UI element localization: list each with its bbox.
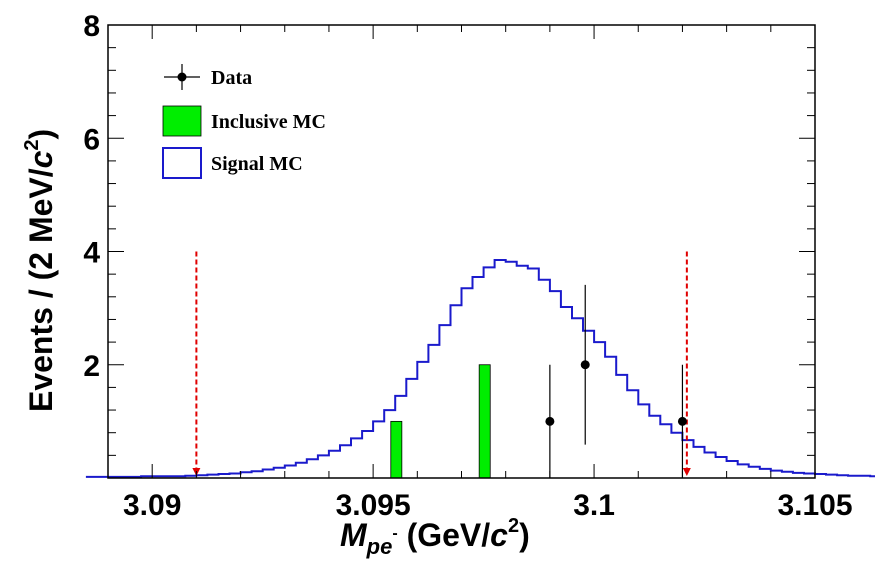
x-tick-label: 3.105	[777, 489, 852, 522]
x-tick-label: 3.09	[123, 489, 181, 522]
legend-signal-swatch	[162, 147, 202, 179]
y-axis-title-exponent: 2	[21, 139, 43, 150]
y-tick-label: 4	[83, 237, 100, 270]
y-tick-label: 2	[83, 350, 100, 383]
y-axis-title-text: Events / (2 MeV/	[23, 168, 59, 412]
x-tick-label: 3.1	[573, 489, 615, 522]
data-point-2	[677, 416, 687, 426]
signal-mc-histogram	[85, 259, 875, 478]
axes: 3.09 3.095 3.1 3.105 2 4 6 8	[83, 10, 852, 522]
x-axis-title-close: )	[519, 517, 530, 553]
x-axis-title-c: c	[490, 517, 508, 553]
legend-label-data: Data	[211, 67, 252, 89]
data-point-0	[545, 416, 555, 426]
y-tick-label: 8	[83, 10, 100, 43]
legend-data-marker	[177, 72, 187, 82]
x-axis-title-subscript: pe	[366, 534, 393, 559]
plot-frame	[107, 24, 816, 479]
y-axis-title-close: )	[23, 129, 59, 140]
y-tick-label: 6	[83, 123, 100, 156]
inclusive-mc-bar-1	[478, 364, 491, 479]
inclusive-mc-bar-0	[390, 420, 403, 479]
y-axis-title: Events / (2 MeV/c2)	[21, 129, 59, 412]
cut-arrow-1	[682, 468, 691, 476]
x-axis-title-units: (GeV/	[398, 517, 491, 553]
plot-area	[85, 251, 875, 479]
legend-label-signal-mc: Signal MC	[211, 153, 303, 175]
x-axis-title-exponent: 2	[508, 515, 519, 537]
y-axis-title-c: c	[23, 150, 59, 168]
data-point-1	[580, 360, 590, 370]
x-axis-title-symbol: M	[340, 517, 368, 553]
legend-inclusive-swatch	[162, 105, 202, 137]
x-axis-title-superscript: -	[392, 525, 397, 542]
legend: Data Inclusive MC Signal MC	[162, 64, 326, 179]
x-tick-label: 3.095	[336, 489, 411, 522]
x-axis-title: Mpe- (GeV/c2)	[340, 515, 530, 559]
legend-label-inclusive-mc: Inclusive MC	[211, 111, 326, 133]
